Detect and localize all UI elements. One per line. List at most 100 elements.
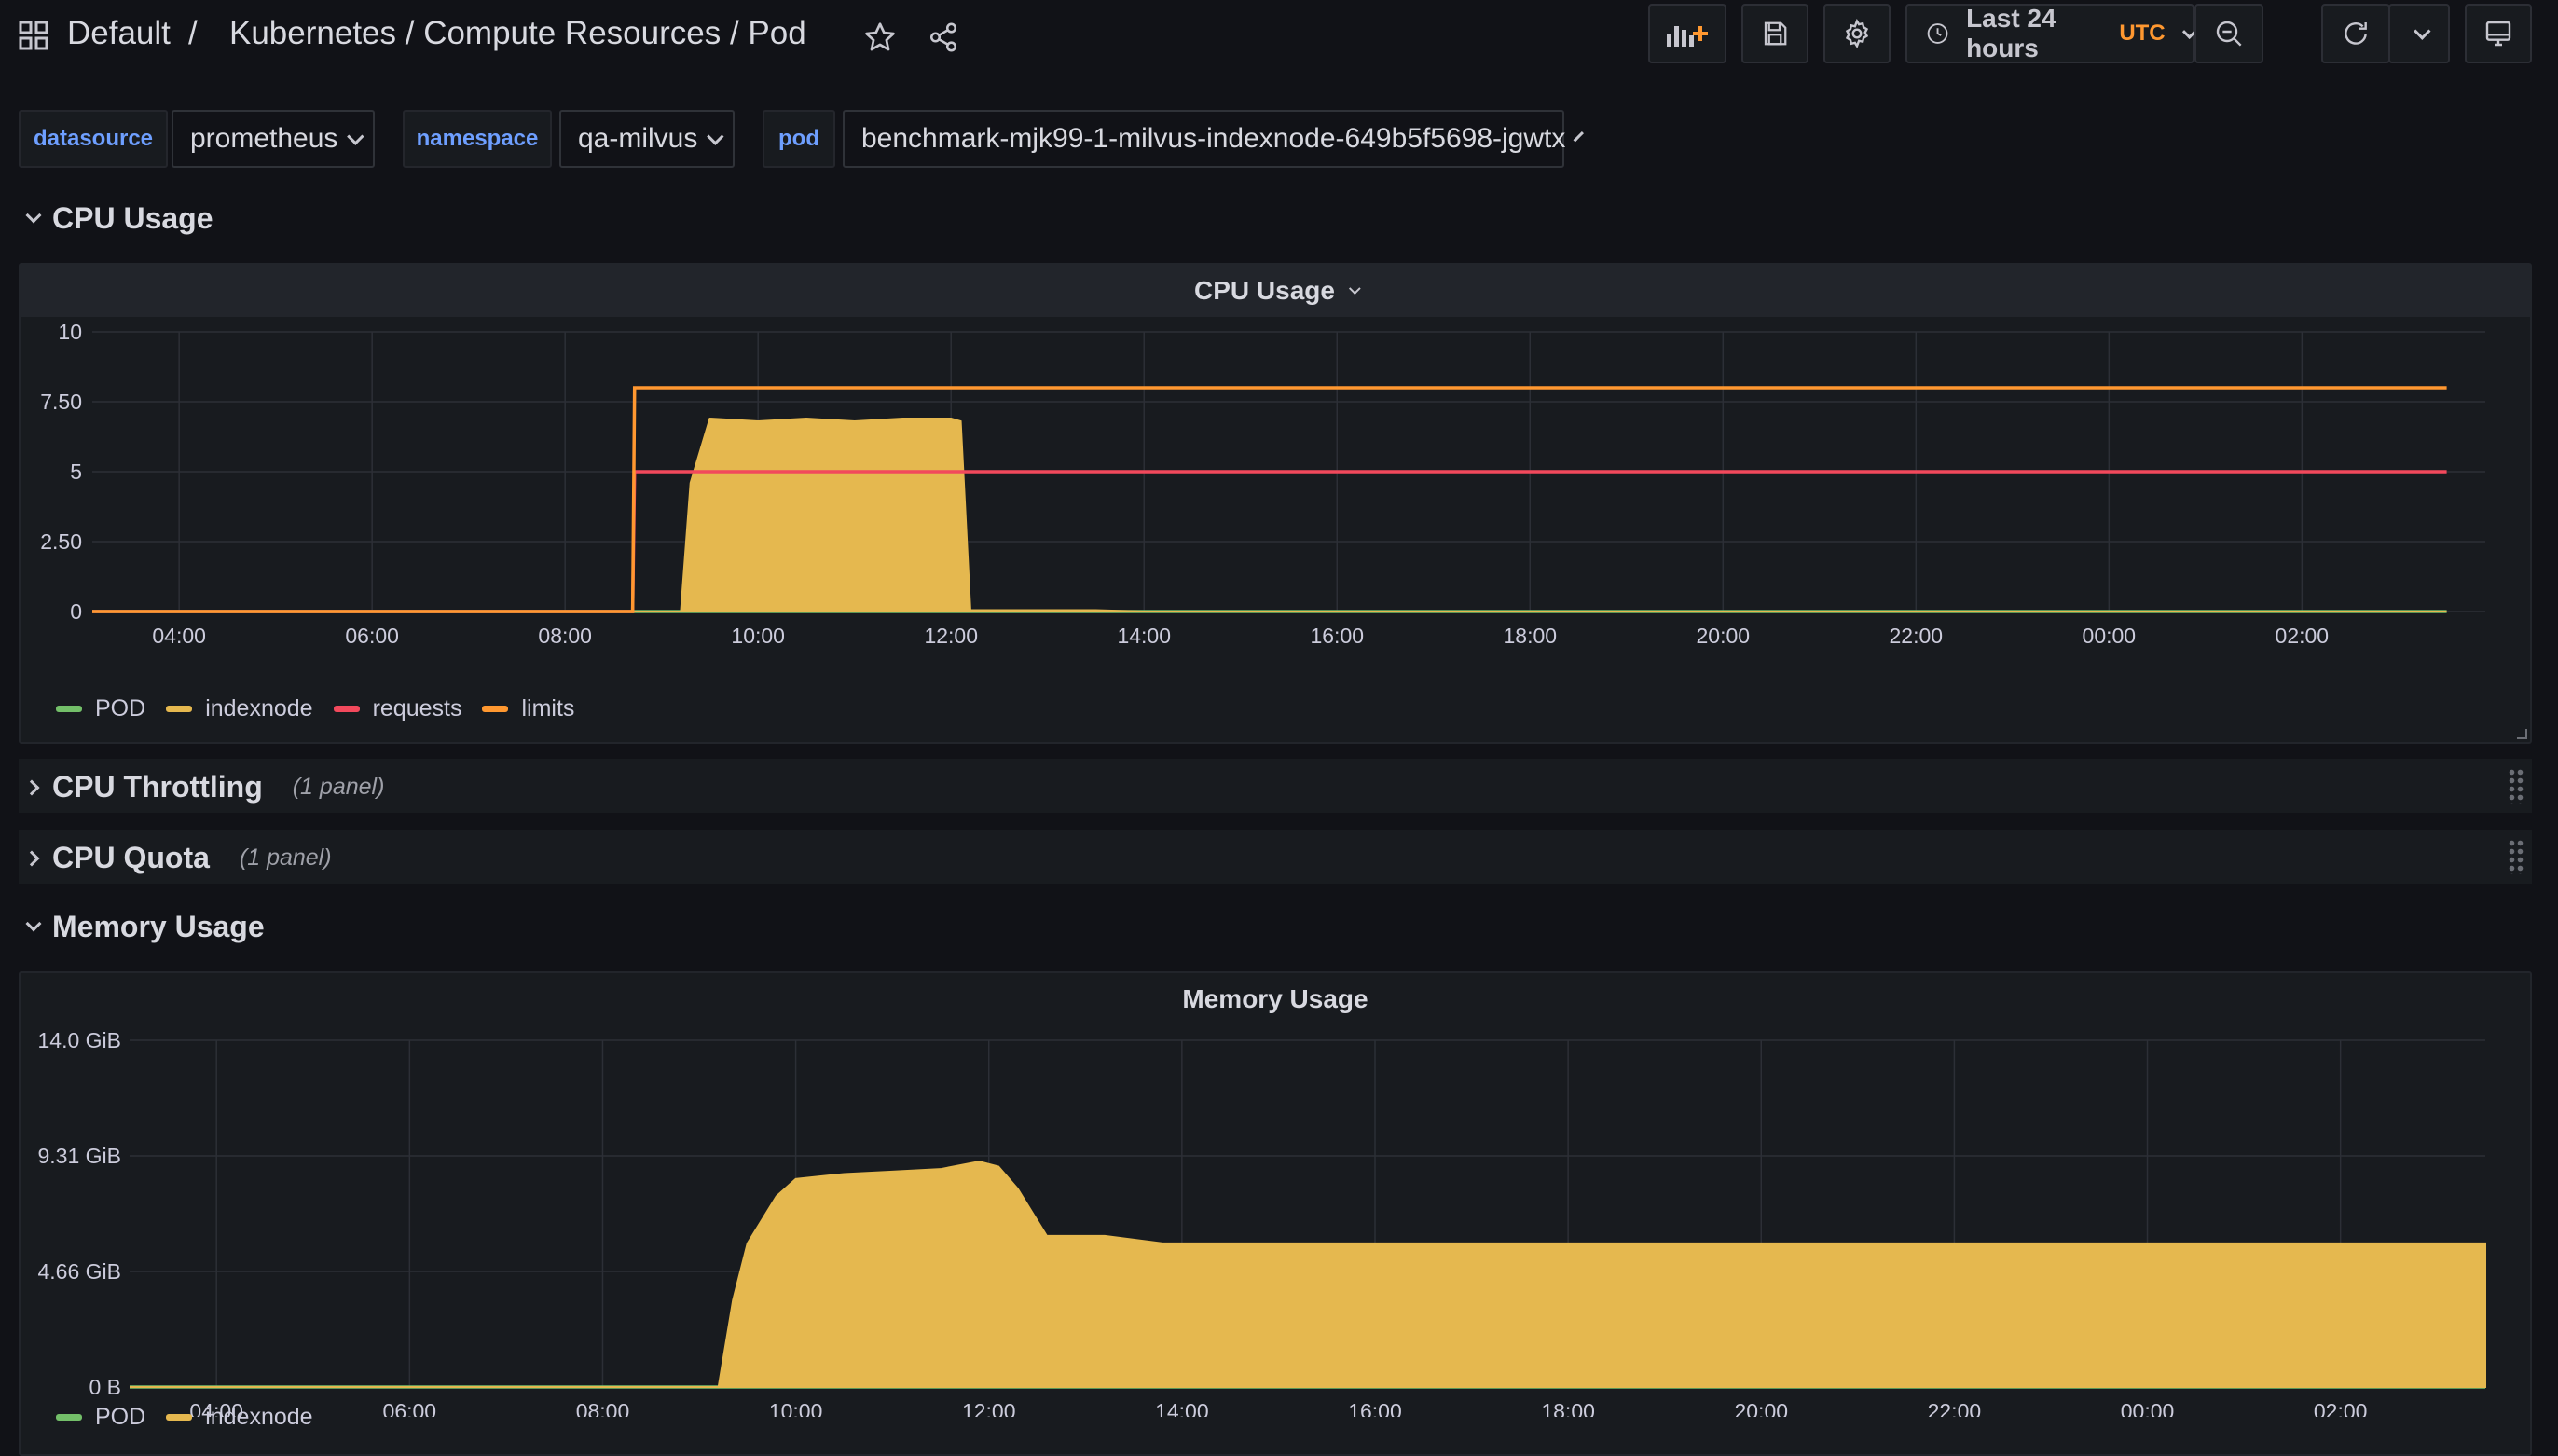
x-tick-label: 04:00 [189,1399,243,1417]
chevron-right-icon [23,779,40,795]
x-tick-label: 22:00 [1890,624,1944,648]
legend-label: limits [521,695,575,721]
row-title: CPU Usage [52,201,213,235]
chevron-down-icon [707,127,724,145]
row-toggle-cpu-usage[interactable]: CPU Usage [24,201,213,236]
memory-usage-chart: 0 B 4.66 GiB 9.31 GiB 14.0 GiB 04:00 06:00 08:… [38,1029,2486,1417]
x-tick-label: 02:00 [2314,1399,2368,1417]
row-toggle-cpu-throttling[interactable]: CPU Throttling (1 panel) [23,770,385,804]
legend-swatch [482,706,509,712]
x-tick-label: 06:00 [383,1399,437,1417]
x-tick-label: 08:00 [576,1399,630,1417]
variable-select-namespace[interactable]: qa-milvus [559,110,735,168]
star-icon[interactable] [861,19,899,56]
legend-label: indexnode [205,695,313,721]
panel-title: CPU Usage [1194,276,1335,305]
time-picker-button[interactable]: Last 24 hours UTC [1905,4,2198,63]
series-indexnode-area [92,417,2447,612]
breadcrumb-folder[interactable]: Default [67,15,171,51]
legend-item-indexnode[interactable]: indexnode [166,1404,313,1431]
chevron-down-icon [25,207,42,223]
x-tick-label: 04:00 [152,624,206,648]
row-cpu-throttling[interactable]: CPU Throttling (1 panel) [19,759,2532,813]
x-tick-label: 14:00 [1155,1399,1209,1417]
x-tick-label: 16:00 [1310,624,1364,648]
add-panel-button[interactable] [1648,4,1726,63]
x-tick-label: 10:00 [769,1399,823,1417]
y-tick-label: 4.66 GiB [38,1259,122,1284]
x-tick-label: 10:00 [731,624,785,648]
legend-swatch [333,706,360,712]
x-tick-label: 14:00 [1117,624,1171,648]
zoom-out-button[interactable] [2194,4,2263,63]
dashboards-grid-icon[interactable] [19,21,48,50]
x-tick-label: 00:00 [2121,1399,2175,1417]
share-icon[interactable] [925,19,962,56]
variable-value: qa-milvus [578,123,698,154]
legend-label: POD [95,695,146,721]
legend-swatch [166,1414,193,1421]
legend-item-pod[interactable]: POD [56,695,145,722]
row-cpu-quota[interactable]: CPU Quota (1 panel) [19,830,2532,884]
panel-memory-usage: Memory Usage 0 B 4.66 GiB 9.31 GiB 14.0 GiB… [19,971,2532,1456]
x-tick-label: 06:00 [345,624,399,648]
save-dashboard-button[interactable] [1741,4,1808,63]
timezone-label: UTC [2119,21,2166,46]
legend-swatch [56,706,82,712]
refresh-button[interactable] [2321,4,2390,63]
clock-icon [1927,23,1948,44]
y-tick-label: 9.31 GiB [38,1144,122,1168]
legend-label: indexnode [205,1404,313,1430]
memory-legend: POD indexnode [56,1404,334,1431]
x-tick-label: 22:00 [1928,1399,1982,1417]
refresh-interval-button[interactable] [2388,4,2450,63]
legend-label: requests [372,695,462,721]
chevron-right-icon [23,850,40,866]
dashboard-title[interactable]: Kubernetes / Compute Resources / Pod [229,15,806,51]
x-tick-label: 18:00 [1503,624,1557,648]
y-tick-label: 5 [70,460,82,484]
drag-handle-icon[interactable] [2508,768,2524,804]
panel-header[interactable]: Memory Usage [21,973,2530,1025]
series-limits-line [92,386,2447,613]
variable-value: prometheus [190,123,338,154]
chevron-down-icon [2413,21,2431,40]
legend-label: POD [95,1404,146,1430]
legend-item-pod[interactable]: POD [56,1404,145,1431]
legend-item-limits[interactable]: limits [482,695,574,722]
cpu-legend: POD indexnode requests limits [56,695,595,722]
y-tick-label: 2.50 [40,529,82,554]
legend-swatch [56,1414,82,1421]
panel-cpu-usage: CPU Usage 0 2.50 5 7.50 10 04:00 06:00 08:00 10:… [19,263,2532,744]
series-indexnode-area [130,1161,2486,1388]
x-tick-label: 00:00 [2083,624,2137,648]
drag-handle-icon[interactable] [2508,839,2524,874]
x-tick-label: 18:00 [1541,1399,1595,1417]
variable-label-namespace: namespace [403,110,552,168]
row-title: CPU Throttling [52,770,263,804]
breadcrumb-separator: / [188,15,198,51]
top-navbar: Default / Kubernetes / Compute Resources… [0,0,2558,75]
dashboard-settings-button[interactable] [1823,4,1891,63]
row-title: CPU Quota [52,841,210,874]
row-toggle-memory-usage[interactable]: Memory Usage [24,910,265,944]
chevron-down-icon [1348,282,1361,295]
legend-item-requests[interactable]: requests [333,695,462,722]
chevron-down-icon [1574,130,1585,142]
x-tick-label: 20:00 [1697,624,1751,648]
x-tick-label: 12:00 [962,1399,1016,1417]
resize-handle-icon[interactable] [2513,725,2528,740]
variable-select-datasource[interactable]: prometheus [172,110,375,168]
variable-select-pod[interactable]: benchmark-mjk99-1-milvus-indexnode-649b5… [843,110,1585,168]
tv-mode-button[interactable] [2465,4,2532,63]
x-tick-label: 08:00 [538,624,592,648]
y-tick-label: 7.50 [40,390,82,414]
row-title: Memory Usage [52,910,265,943]
legend-item-indexnode[interactable]: indexnode [166,695,313,722]
panel-count: (1 panel) [292,774,385,800]
x-tick-label: 20:00 [1734,1399,1788,1417]
row-toggle-cpu-quota[interactable]: CPU Quota (1 panel) [23,841,332,875]
cpu-usage-chart: 0 2.50 5 7.50 10 04:00 06:00 08:00 10:00 12:00 14:… [40,321,2485,648]
legend-swatch [166,706,193,712]
panel-header[interactable]: CPU Usage [21,265,2530,317]
